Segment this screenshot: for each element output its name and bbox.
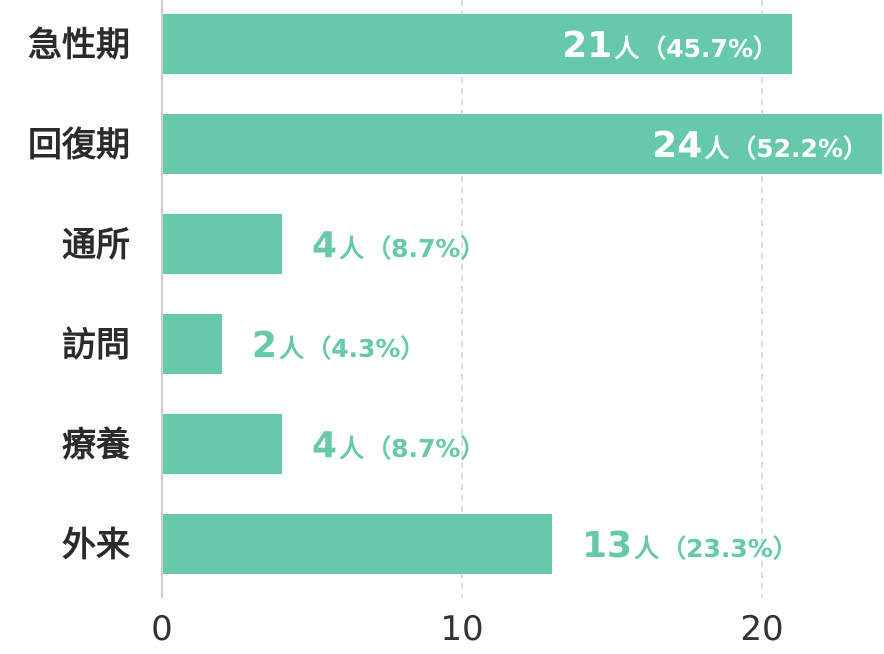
data-label-unit: 人: [634, 534, 659, 563]
category-label-2: 通所: [62, 225, 130, 265]
data-label-1: 24人（52.2%）: [652, 125, 868, 166]
data-label-4: 4人（8.7%）: [312, 425, 485, 466]
category-label-5: 外来: [62, 525, 130, 565]
data-label-percent: （8.7%）: [366, 434, 485, 463]
data-label-count: 21: [562, 25, 612, 66]
data-label-0: 21人（45.7%）: [562, 25, 778, 66]
data-label-count: 2: [252, 325, 277, 366]
bar-4: [162, 414, 282, 474]
bars: [162, 14, 882, 574]
x-tick-label-20: 20: [740, 609, 783, 649]
data-label-count: 13: [582, 525, 632, 566]
category-label-3: 訪問: [62, 325, 130, 365]
data-label-unit: 人: [614, 34, 639, 63]
category-label-4: 療養: [62, 425, 130, 465]
data-label-count: 4: [312, 225, 337, 266]
data-label-count: 24: [652, 125, 702, 166]
category-label-1: 回復期: [28, 125, 130, 165]
category-label-0: 急性期: [28, 25, 130, 65]
x-tick-label-0: 0: [151, 609, 173, 649]
x-tick-label-10: 10: [440, 609, 483, 649]
data-label-percent: （45.7%）: [641, 34, 778, 63]
data-label-count: 4: [312, 425, 337, 466]
bar-1: [162, 114, 882, 174]
bar-0: [162, 14, 792, 74]
data-label-percent: （8.7%）: [366, 234, 485, 263]
bar-5: [162, 514, 552, 574]
data-label-unit: 人: [339, 234, 364, 263]
data-label-percent: （23.3%）: [661, 534, 798, 563]
bar-3: [162, 314, 222, 374]
data-label-3: 2人（4.3%）: [252, 325, 425, 366]
data-label-2: 4人（8.7%）: [312, 225, 485, 266]
grid-lines: [461, 0, 763, 598]
data-label-percent: （4.3%）: [306, 334, 425, 363]
data-label-percent: （52.2%）: [731, 134, 868, 163]
labels: 0 10 20急性期回復期通所訪問療養外来21人（45.7%）24人（52.2%）4…: [28, 25, 868, 649]
data-label-unit: 人: [279, 334, 304, 363]
data-label-5: 13人（23.3%）: [582, 525, 798, 566]
data-label-unit: 人: [704, 134, 729, 163]
bar-2: [162, 214, 282, 274]
data-label-unit: 人: [339, 434, 364, 463]
